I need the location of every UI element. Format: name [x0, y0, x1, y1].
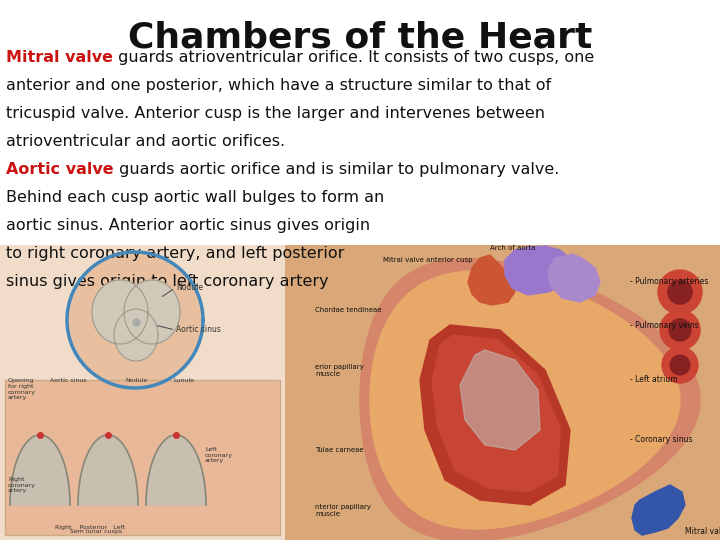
Bar	[0, 245, 720, 540]
Polygon shape	[67, 252, 203, 388]
Text: Right
coronary
artery: Right coronary artery	[8, 477, 36, 494]
Polygon shape	[370, 271, 680, 529]
Text: Chambers of the Heart: Chambers of the Heart	[128, 20, 592, 54]
Text: Mitral valve anterior cusp: Mitral valve anterior cusp	[383, 257, 472, 263]
Polygon shape	[124, 280, 180, 344]
Polygon shape	[114, 309, 158, 361]
Text: Mitral valve: Mitral valve	[6, 50, 113, 65]
Text: - Pulmonary arteries: - Pulmonary arteries	[630, 278, 708, 287]
Polygon shape	[420, 325, 570, 505]
Text: guards atrioventricular orifice. It consists of two cusps, one: guards atrioventricular orifice. It cons…	[113, 50, 594, 65]
Text: - Coronary sinus: - Coronary sinus	[630, 435, 693, 444]
Text: Aortic sinus: Aortic sinus	[50, 378, 86, 383]
Text: - Left atrium: - Left atrium	[630, 375, 678, 384]
Circle shape	[670, 355, 690, 375]
Circle shape	[658, 270, 702, 314]
Polygon shape	[632, 485, 685, 535]
Circle shape	[668, 280, 692, 304]
Text: Arch of aorta: Arch of aorta	[490, 245, 536, 251]
Polygon shape	[78, 435, 138, 505]
Bar	[5, 380, 280, 535]
Text: aortic sinus. Anterior aortic sinus gives origin: aortic sinus. Anterior aortic sinus give…	[6, 218, 370, 233]
Text: erior papillary
muscle: erior papillary muscle	[315, 363, 364, 376]
Bar	[0, 245, 285, 540]
Text: Tulae carneae: Tulae carneae	[315, 447, 364, 453]
Circle shape	[669, 319, 691, 341]
Text: Sem lunar cusps: Sem lunar cusps	[70, 529, 122, 534]
Text: Mitral valve posterior cusp: Mitral valve posterior cusp	[685, 528, 720, 537]
Polygon shape	[468, 255, 515, 305]
Text: Right    Posterior   Left: Right Posterior Left	[55, 525, 125, 530]
Text: Nodule: Nodule	[176, 284, 203, 293]
Text: Chordae tendineae: Chordae tendineae	[315, 307, 382, 313]
Text: Opening
for right
coronary
artery: Opening for right coronary artery	[8, 378, 36, 400]
Circle shape	[660, 310, 700, 350]
Text: Aortic valve: Aortic valve	[6, 162, 114, 177]
Polygon shape	[10, 435, 70, 505]
Text: Behind each cusp aortic wall bulges to form an: Behind each cusp aortic wall bulges to f…	[6, 190, 384, 205]
Text: - Pulmonary veins: - Pulmonary veins	[630, 321, 698, 329]
Polygon shape	[360, 259, 700, 540]
Polygon shape	[92, 280, 148, 344]
Polygon shape	[432, 335, 560, 492]
Text: Lunule: Lunule	[173, 378, 194, 383]
Text: sinus gives origin to left coronary artery: sinus gives origin to left coronary arte…	[6, 274, 328, 289]
Polygon shape	[460, 350, 540, 450]
Bar	[285, 245, 720, 540]
Polygon shape	[146, 435, 206, 505]
Text: Left
coronary
artery: Left coronary artery	[205, 447, 233, 463]
Text: Aortic sinus: Aortic sinus	[176, 326, 221, 334]
Text: tricuspid valve. Anterior cusp is the larger and intervenes between: tricuspid valve. Anterior cusp is the la…	[6, 106, 545, 121]
Text: Nodule: Nodule	[125, 378, 148, 383]
Text: guards aortic orifice and is similar to pulmonary valve.: guards aortic orifice and is similar to …	[114, 162, 559, 177]
Text: anterior and one posterior, which have a structure similar to that of: anterior and one posterior, which have a…	[6, 78, 551, 93]
Circle shape	[662, 347, 698, 383]
Polygon shape	[505, 246, 575, 295]
Text: nterior papillary
muscle: nterior papillary muscle	[315, 503, 371, 516]
Text: to right coronary artery, and left posterior: to right coronary artery, and left poste…	[6, 246, 344, 261]
Polygon shape	[548, 254, 600, 302]
Text: atrioventricular and aortic orifices.: atrioventricular and aortic orifices.	[6, 134, 285, 149]
